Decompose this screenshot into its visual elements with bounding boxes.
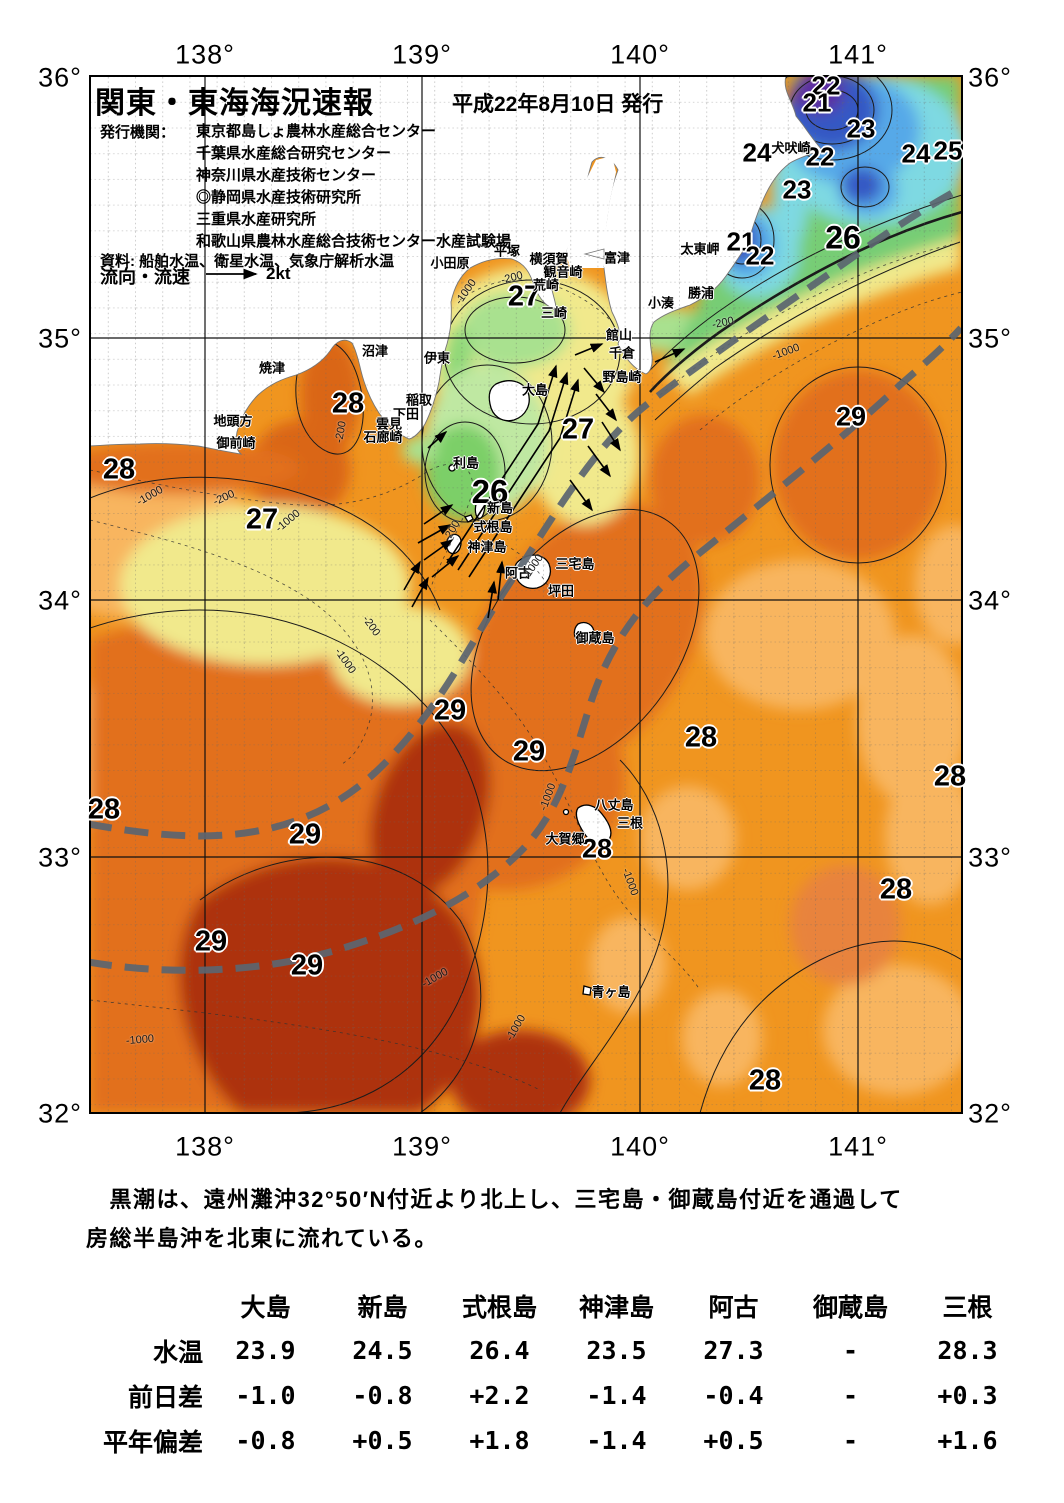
issuer-line: 三重県水産研究所 — [196, 211, 317, 228]
table-cell: +1.6 — [937, 1426, 998, 1455]
summary-line-1: 黒潮は、遠州灘沖32°50′N付近より北上し、三宅島・御蔵島付近を通過して — [86, 1187, 903, 1212]
issuer-line: 東京都島しょ農林水産総合センター — [196, 123, 437, 140]
table-cell: - — [842, 1336, 859, 1365]
table-cell: -0.8 — [352, 1381, 413, 1410]
table-cell: - — [842, 1381, 859, 1410]
minor-graticule — [90, 76, 962, 1113]
issuer-line: 千葉県水産総合研究センター — [196, 145, 392, 162]
table-row-label: 前日差 — [127, 1382, 203, 1412]
table-cell: 28.3 — [937, 1336, 998, 1365]
data-source-line: 資料: 船舶水温、衛星水温、気象庁解析水温 — [100, 253, 395, 270]
depth-contours — [90, 241, 962, 1091]
issue-date: 平成22年8月10日 発行 — [452, 93, 664, 116]
map-frame — [89, 75, 963, 1114]
table-col-header: 阿古 — [708, 1292, 759, 1322]
current-arrows — [403, 343, 686, 619]
table-col-header: 御蔵島 — [812, 1292, 888, 1322]
table-cell: 24.5 — [352, 1336, 413, 1365]
table-col-header: 大島 — [240, 1292, 291, 1322]
sst-map — [89, 75, 963, 1114]
issuer-line: 神奈川県水産技術センター — [196, 167, 377, 184]
issuer-list: 東京都島しょ農林水産総合センター 千葉県水産総合研究センター 神奈川県水産技術センタ… — [196, 121, 511, 253]
table-cell: -1.4 — [586, 1381, 647, 1410]
table-cell: 26.4 — [469, 1336, 530, 1365]
table-cell: +0.5 — [703, 1426, 764, 1455]
issuer-line: ◎静岡県水産技術研究所 — [196, 189, 362, 206]
issuer-line: 和歌山県農林水産総合技術センター水産試験場 — [196, 233, 512, 250]
table-col-header: 三根 — [942, 1292, 993, 1322]
table-cell: +1.8 — [469, 1426, 530, 1455]
table-cell: 27.3 — [703, 1336, 764, 1365]
page-title: 関東・東海海況速報 — [95, 87, 374, 120]
table-cell: 23.9 — [235, 1336, 296, 1365]
kuroshio-south-edge — [90, 325, 962, 974]
table-cell: +2.2 — [469, 1381, 530, 1410]
table-cell: - — [842, 1426, 859, 1455]
current-legend-label: 流向・流速 — [100, 267, 190, 287]
kuroshio-north-edge — [90, 184, 962, 840]
station-sst-table: 大島 新島 式根島 神津島 阿古 御蔵島 三根水温 23.9 24.5 26.4 23.5 27.3 -… — [95, 1283, 1026, 1463]
table-row-label: 水温 — [152, 1337, 203, 1367]
table-cell: -0.4 — [703, 1381, 764, 1410]
table-col-header: 神津島 — [578, 1292, 654, 1322]
table-cell: +0.3 — [937, 1381, 998, 1410]
table-col-header: 式根島 — [461, 1292, 537, 1322]
table-cell: 23.5 — [586, 1336, 647, 1365]
table-cell: +0.5 — [352, 1426, 413, 1455]
table-cell: -1.4 — [586, 1426, 647, 1455]
table-cell: -0.8 — [235, 1426, 296, 1455]
table-row-label: 平年偏差 — [102, 1427, 203, 1457]
kuroshio-summary: 黒潮は、遠州灘沖32°50′N付近より北上し、三宅島・御蔵島付近を通過して 房総… — [86, 1180, 1006, 1258]
degree-gridlines — [90, 76, 962, 1113]
table-col-header: 新島 — [357, 1292, 408, 1322]
summary-line-2: 房総半島沖を北東に流れている。 — [86, 1226, 438, 1251]
table-cell: -1.0 — [235, 1381, 296, 1410]
current-legend-speed: 2kt — [266, 264, 291, 283]
issuer-label: 発行機関： — [100, 124, 176, 141]
